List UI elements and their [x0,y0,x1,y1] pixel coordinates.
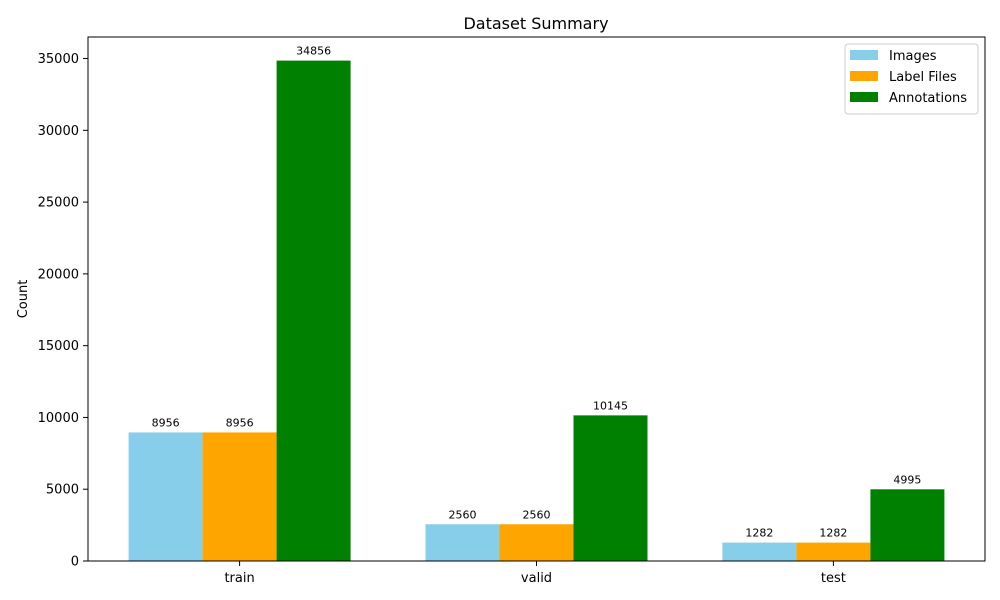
bar-train-annotations [276,60,351,561]
y-tick-label: 0 [71,555,79,570]
bar-train-label-files [202,432,277,561]
bar-value-label: 8956 [226,416,254,429]
bar-test-label-files [796,542,871,561]
bar-train-images [128,432,203,561]
x-axis-ticks: train valid test [224,561,846,586]
legend-box [844,43,979,115]
bar-value-label: 2560 [523,508,551,521]
bars-group [128,60,945,561]
bar-test-images [722,542,797,561]
x-tick-label: test [821,571,846,586]
x-tick-label: valid [521,571,552,586]
y-tick-label: 35000 [38,52,79,67]
y-tick-label: 5000 [46,483,79,498]
legend-swatch [850,71,878,81]
bar-test-annotations [870,489,945,561]
bar-value-label: 10145 [593,399,628,412]
y-axis-label: Count [16,280,31,319]
bar-valid-images [425,524,500,561]
legend-label: Annotations [889,91,967,106]
bar-value-label: 1282 [819,527,847,540]
y-tick-label: 15000 [38,339,79,354]
plot-frame [87,36,986,562]
y-axis-ticks: 0 5000 10000 15000 20000 25000 30000 35000 [38,52,88,570]
bar-labels-group: 8956 8956 34856 2560 2560 10145 1282 1282 4995 [152,45,922,540]
y-tick-label: 25000 [38,196,79,211]
bar-valid-annotations [573,415,648,561]
legend-label: Images [889,49,937,64]
bar-value-label: 1282 [745,527,773,540]
chart-title: Dataset Summary [463,14,608,33]
legend-swatch [850,92,878,102]
bar-valid-label-files [499,524,574,561]
y-tick-label: 30000 [38,124,79,139]
bar-value-label: 8956 [152,416,180,429]
y-tick-label: 20000 [38,267,79,282]
bar-value-label: 2560 [449,508,477,521]
legend-label: Label Files [889,70,957,85]
legend: Images Label Files Annotations [844,43,979,115]
bar-value-label: 4995 [893,473,921,486]
bar-value-label: 34856 [296,45,331,58]
y-tick-label: 10000 [38,411,79,426]
x-tick-label: train [224,571,254,586]
legend-swatch [850,50,878,60]
